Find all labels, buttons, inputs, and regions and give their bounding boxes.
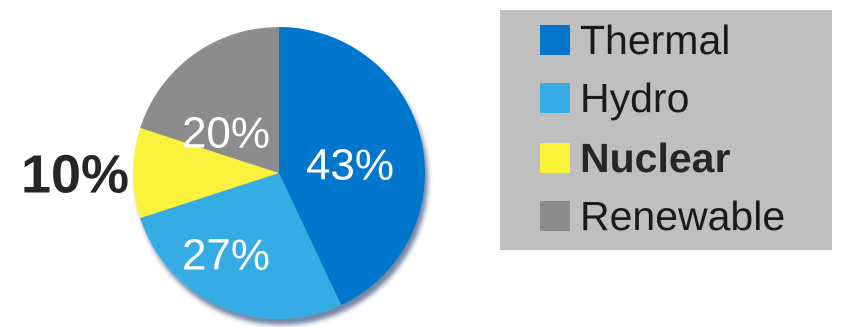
- pie-slice-hydro: [140, 173, 342, 319]
- pie-slices: [133, 27, 425, 319]
- pie-slice-thermal: [279, 27, 425, 306]
- data-label-nuclear: 10%: [21, 144, 129, 204]
- data-label-hydro: 27%: [182, 231, 270, 280]
- pie-data-labels: 43% 27% 10% 20%: [21, 109, 394, 280]
- data-label-thermal: 43%: [306, 141, 394, 190]
- legend-swatch-hydro: [540, 83, 570, 113]
- legend-item-renewable: Renewable: [540, 190, 785, 242]
- legend-swatch-renewable: [540, 201, 570, 231]
- legend-swatch-nuclear: [540, 143, 570, 173]
- legend-item-hydro: Hydro: [540, 72, 689, 124]
- pie-slice-renewable: [140, 27, 279, 173]
- legend-label-thermal: Thermal: [580, 16, 731, 63]
- legend-swatch-thermal: [540, 25, 570, 55]
- pie-slice-nuclear: [133, 127, 279, 219]
- legend-label-hydro: Hydro: [580, 74, 690, 121]
- legend-item-nuclear: Nuclear: [540, 132, 730, 184]
- chart-legend: Thermal Hydro Nuclear Renewable: [500, 10, 832, 250]
- data-label-renewable: 20%: [182, 109, 270, 158]
- legend-item-thermal: Thermal: [540, 14, 730, 66]
- legend-label-renewable: Renewable: [580, 192, 786, 239]
- legend-label-nuclear: Nuclear: [580, 134, 731, 181]
